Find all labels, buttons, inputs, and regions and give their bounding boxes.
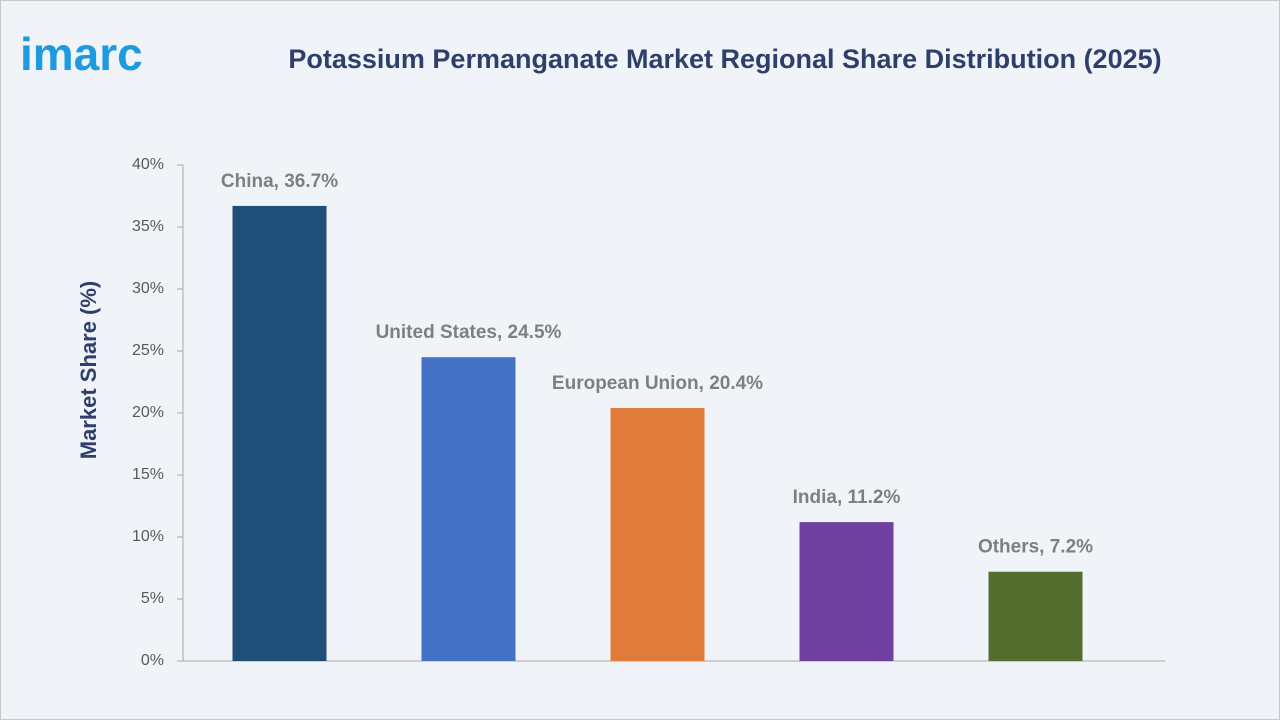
data-label: United States, 24.5%: [376, 322, 562, 343]
y-tick-label: 5%: [141, 590, 164, 607]
data-label: Others, 7.2%: [978, 537, 1093, 558]
data-label: India, 11.2%: [793, 487, 901, 508]
bar: [610, 408, 705, 661]
data-label: European Union, 20.4%: [552, 373, 763, 394]
y-tick-label: 30%: [132, 280, 164, 297]
bar: [232, 205, 327, 662]
y-tick-label: 0%: [141, 652, 164, 669]
y-tick-label: 35%: [132, 218, 164, 235]
y-tick-label: 40%: [132, 156, 164, 173]
bar: [799, 522, 894, 661]
y-axis-label: Market Share (%): [76, 281, 101, 460]
bar: [988, 571, 1083, 661]
bar: [421, 357, 516, 661]
y-tick-label: 15%: [132, 466, 164, 483]
logo: imarc: [20, 28, 143, 80]
chart-title: Potassium Permanganate Market Regional S…: [288, 44, 1161, 74]
y-tick-label: 10%: [132, 528, 164, 545]
y-tick-label: 20%: [132, 404, 164, 421]
data-label: China, 36.7%: [221, 171, 338, 192]
y-tick-label: 25%: [132, 342, 164, 359]
